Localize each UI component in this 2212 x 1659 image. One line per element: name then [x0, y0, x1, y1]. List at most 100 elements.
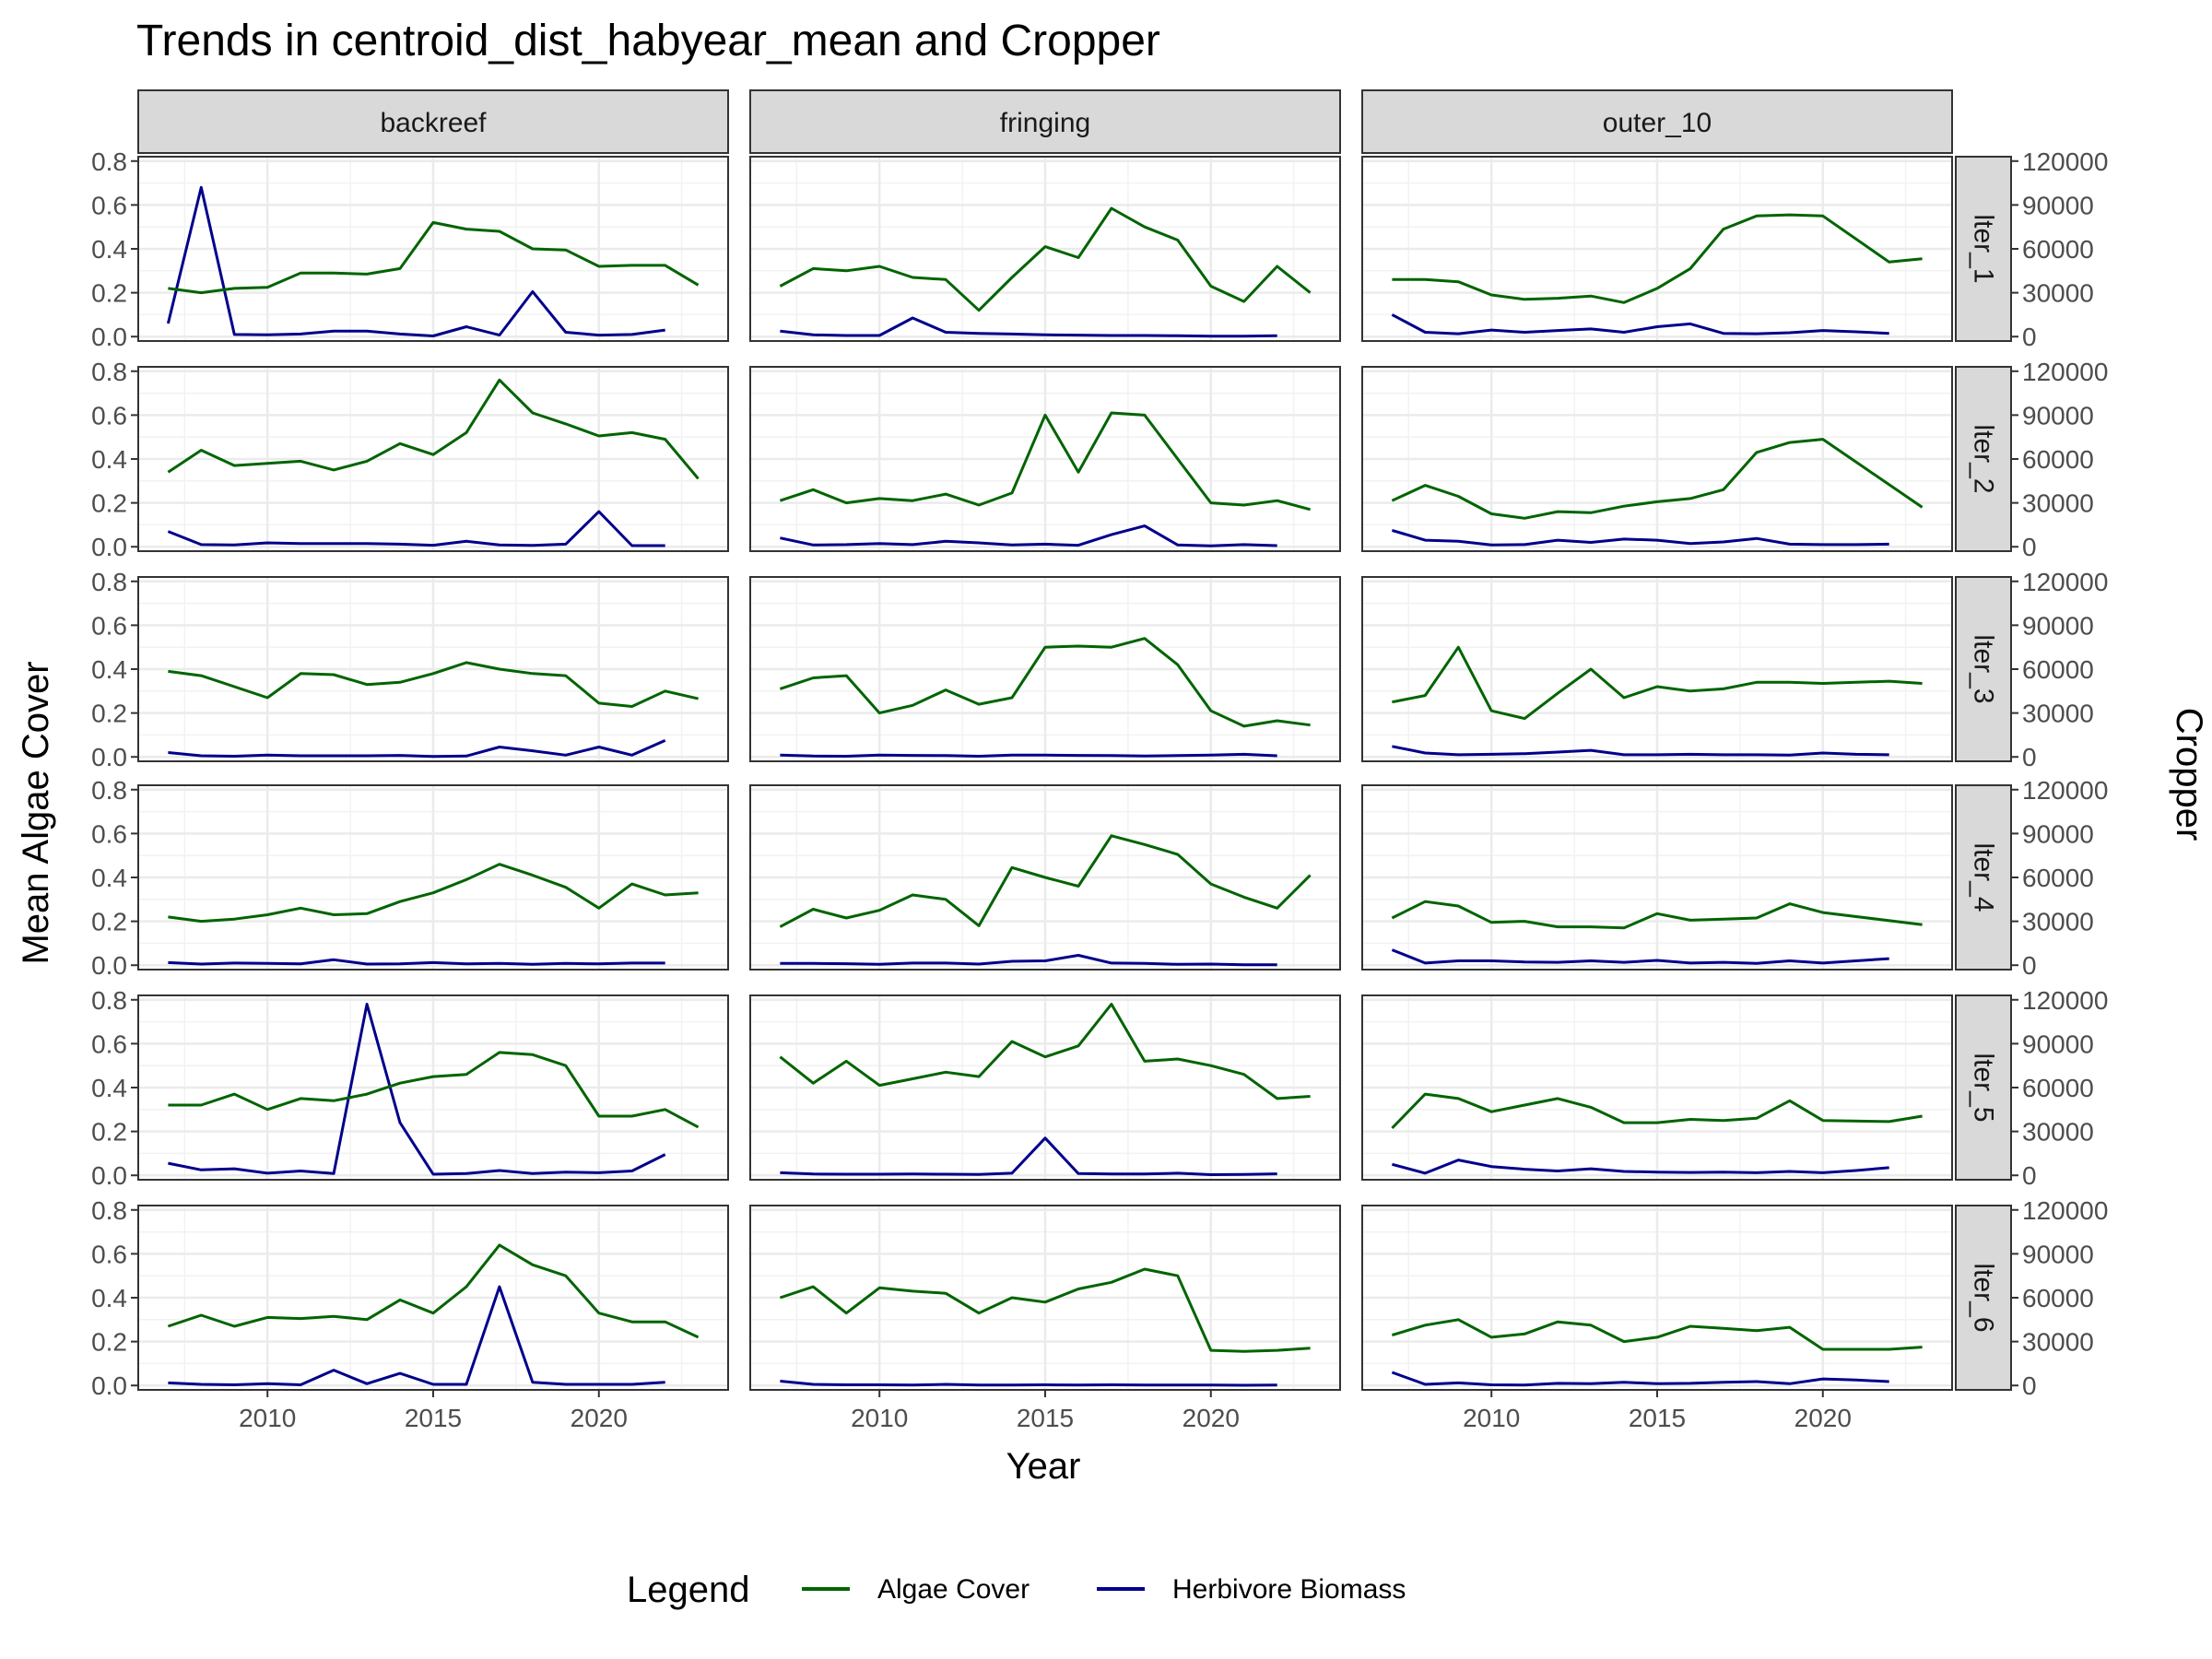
- y-tick-label: 0.4: [91, 235, 127, 264]
- facet-strip-outer_10: [1361, 89, 1953, 154]
- series-line-herbivore-biomass: [1391, 948, 1889, 965]
- panel-border: [749, 784, 1341, 971]
- x-axis-title: Year: [1006, 1446, 1081, 1487]
- facet-label-lter_4: lter_4: [1969, 842, 1999, 912]
- panel-outer_10-lter_6: [1361, 1205, 1953, 1391]
- panel-backreef-lter_6: [137, 1205, 729, 1391]
- series-line-algae-cover: [1392, 645, 1923, 721]
- panel-fringing-lter_4: [749, 784, 1341, 971]
- y2-tick-label: 90000: [2022, 401, 2094, 429]
- facet-strip-lter_6: [1955, 1205, 2012, 1391]
- panel-outer_10-lter_5: [1361, 994, 1953, 1181]
- y-tick-label: 0.6: [91, 191, 127, 219]
- x-tick-label: 2010: [851, 1404, 908, 1432]
- facet-strip-fringing: [749, 89, 1341, 154]
- panel-border: [749, 366, 1341, 552]
- panel-outer_10-lter_4: [1361, 784, 1953, 971]
- y-tick-label: 0.4: [91, 445, 127, 474]
- panel-backreef-lter_4: [137, 784, 729, 971]
- y-tick-label: 0.6: [91, 1240, 127, 1268]
- y-tick-label: 0.0: [91, 323, 127, 351]
- panel-fringing-lter_1: [749, 156, 1341, 342]
- panel-backreef-lter_2: [137, 366, 729, 552]
- series-line-algae-cover: [779, 1003, 1311, 1100]
- panel-outer_10-lter_2: [1361, 366, 1953, 552]
- panel-backreef-lter_3: [137, 576, 729, 762]
- panel-fringing-lter_5: [749, 994, 1341, 1181]
- y2-tick-label: 30000: [2022, 279, 2094, 308]
- panel-outer_10-lter_3: [1361, 576, 1953, 762]
- panel-fringing-lter_6: [749, 1205, 1341, 1391]
- facet-label-fringing: fringing: [1000, 108, 1090, 138]
- y-tick-label: 0.2: [91, 1118, 127, 1147]
- panel-fringing-lter_3: [749, 576, 1341, 762]
- series-line-herbivore-biomass: [780, 1136, 1277, 1176]
- y2-tick-label: 120000: [2022, 568, 2108, 596]
- series-line-herbivore-biomass: [780, 1380, 1277, 1387]
- facet-panels: backreef fringing outer_10 lter_1 0.0 0.2 0.4 0…: [91, 89, 2108, 1432]
- y-tick-label: 0.0: [91, 951, 127, 980]
- series-line-herbivore-biomass: [168, 1003, 666, 1176]
- series-line-algae-cover: [168, 661, 699, 708]
- legend-label-algae-cover: Algae Cover: [877, 1574, 1030, 1605]
- series-line-herbivore-biomass: [168, 958, 665, 966]
- panel-border: [749, 994, 1341, 1181]
- facet-label-lter_5: lter_5: [1969, 1053, 1999, 1122]
- series-line-herbivore-biomass: [780, 752, 1277, 758]
- series-line-algae-cover: [779, 637, 1311, 728]
- series-line-algae-cover: [1392, 213, 1923, 304]
- y2-tick-label: 0: [2022, 1161, 2037, 1190]
- y2-tick-label: 90000: [2022, 1240, 2094, 1268]
- panel-border: [137, 994, 729, 1181]
- y-tick-label: 0.8: [91, 147, 127, 176]
- series-line-algae-cover: [779, 834, 1312, 928]
- series-line-herbivore-biomass: [780, 954, 1277, 967]
- y2-tick-label: 60000: [2022, 235, 2094, 264]
- panel-outer_10-lter_1: [1361, 156, 1953, 342]
- y2-tick-label: 0: [2022, 743, 2037, 771]
- panel-border: [1361, 156, 1953, 342]
- y-tick-label: 0.0: [91, 533, 127, 561]
- series-line-algae-cover: [167, 378, 700, 480]
- y2-tick-label: 90000: [2022, 191, 2094, 219]
- series-line-herbivore-biomass: [1391, 313, 1889, 335]
- series-line-algae-cover: [168, 220, 700, 295]
- y2-tick-label: 30000: [2022, 1118, 2094, 1147]
- facet-label-lter_1: lter_1: [1969, 214, 1999, 283]
- series-line-herbivore-biomass: [167, 510, 665, 547]
- y2-tick-label: 0: [2022, 1371, 2037, 1400]
- y-tick-label: 0.2: [91, 1328, 127, 1357]
- y-tick-label: 0.2: [91, 908, 127, 936]
- y-tick-label: 0.8: [91, 1196, 127, 1225]
- x-tick-label: 2010: [1463, 1404, 1520, 1432]
- y2-tick-label: 60000: [2022, 655, 2094, 684]
- panel-border: [749, 576, 1341, 762]
- y2-tick-label: 30000: [2022, 489, 2094, 518]
- chart-title: Trends in centroid_dist_habyear_mean and…: [136, 17, 1160, 65]
- y2-tick-label: 0: [2022, 533, 2037, 561]
- y2-tick-label: 120000: [2022, 776, 2108, 805]
- y-tick-label: 0.4: [91, 655, 127, 684]
- series-line-algae-cover: [779, 411, 1311, 512]
- legend: Legend Algae Cover Herbivore Biomass: [627, 1570, 1406, 1610]
- panel-border: [137, 576, 729, 762]
- panel-border: [137, 784, 729, 971]
- panel-backreef-lter_1: [137, 156, 729, 342]
- y2-tick-label: 60000: [2022, 1074, 2094, 1102]
- series-line-herbivore-biomass: [168, 739, 666, 759]
- y2-tick-label: 120000: [2022, 986, 2108, 1015]
- panel-border: [749, 156, 1341, 342]
- y-tick-label: 0.2: [91, 279, 127, 308]
- y2-tick-label: 120000: [2022, 1196, 2108, 1225]
- series-line-algae-cover: [1391, 438, 1924, 520]
- series-line-herbivore-biomass: [1392, 745, 1889, 757]
- y-tick-label: 0.8: [91, 358, 127, 386]
- y2-tick-label: 0: [2022, 951, 2037, 980]
- y2-tick-label: 0: [2022, 323, 2037, 351]
- x-tick-label: 2020: [1182, 1404, 1240, 1432]
- y-tick-label: 0.0: [91, 1371, 127, 1400]
- y-tick-label: 0.8: [91, 986, 127, 1015]
- y2-tick-label: 30000: [2022, 1328, 2094, 1357]
- y2-tick-label: 120000: [2022, 358, 2108, 386]
- series-line-algae-cover: [168, 863, 699, 924]
